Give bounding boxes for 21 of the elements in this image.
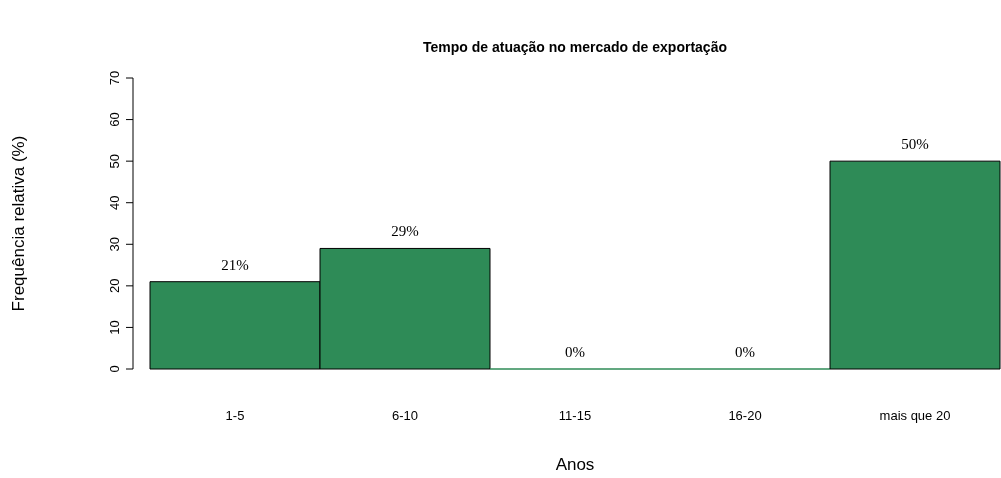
- y-tick-label: 10: [107, 320, 122, 335]
- x-tick-label: 6-10: [391, 408, 419, 423]
- y-tick-label: 70: [107, 70, 122, 86]
- x-tick-label: mais que 20: [879, 408, 951, 423]
- y-tick-label: 60: [107, 112, 122, 127]
- y-axis-title: Frequência relativa (%): [9, 135, 28, 312]
- x-tick-label: 16-20: [728, 408, 762, 423]
- data-label: 29%: [391, 223, 419, 240]
- x-tick-label: 1-5: [225, 408, 245, 423]
- data-label: 0%: [565, 344, 585, 360]
- data-label: 50%: [901, 136, 929, 153]
- y-tick-label: 50: [107, 153, 122, 169]
- data-label: 0%: [735, 344, 755, 360]
- y-tick-label: 40: [107, 195, 122, 210]
- y-tick-label: 0: [107, 365, 122, 373]
- y-tick-label: 30: [107, 237, 122, 252]
- x-axis-title: Anos: [555, 455, 595, 474]
- data-label: 21%: [221, 256, 249, 273]
- x-tick-label: 11-15: [558, 408, 592, 423]
- y-tick-label: 20: [107, 278, 122, 294]
- chart-title: Tempo de atuação no mercado de exportação: [423, 39, 727, 55]
